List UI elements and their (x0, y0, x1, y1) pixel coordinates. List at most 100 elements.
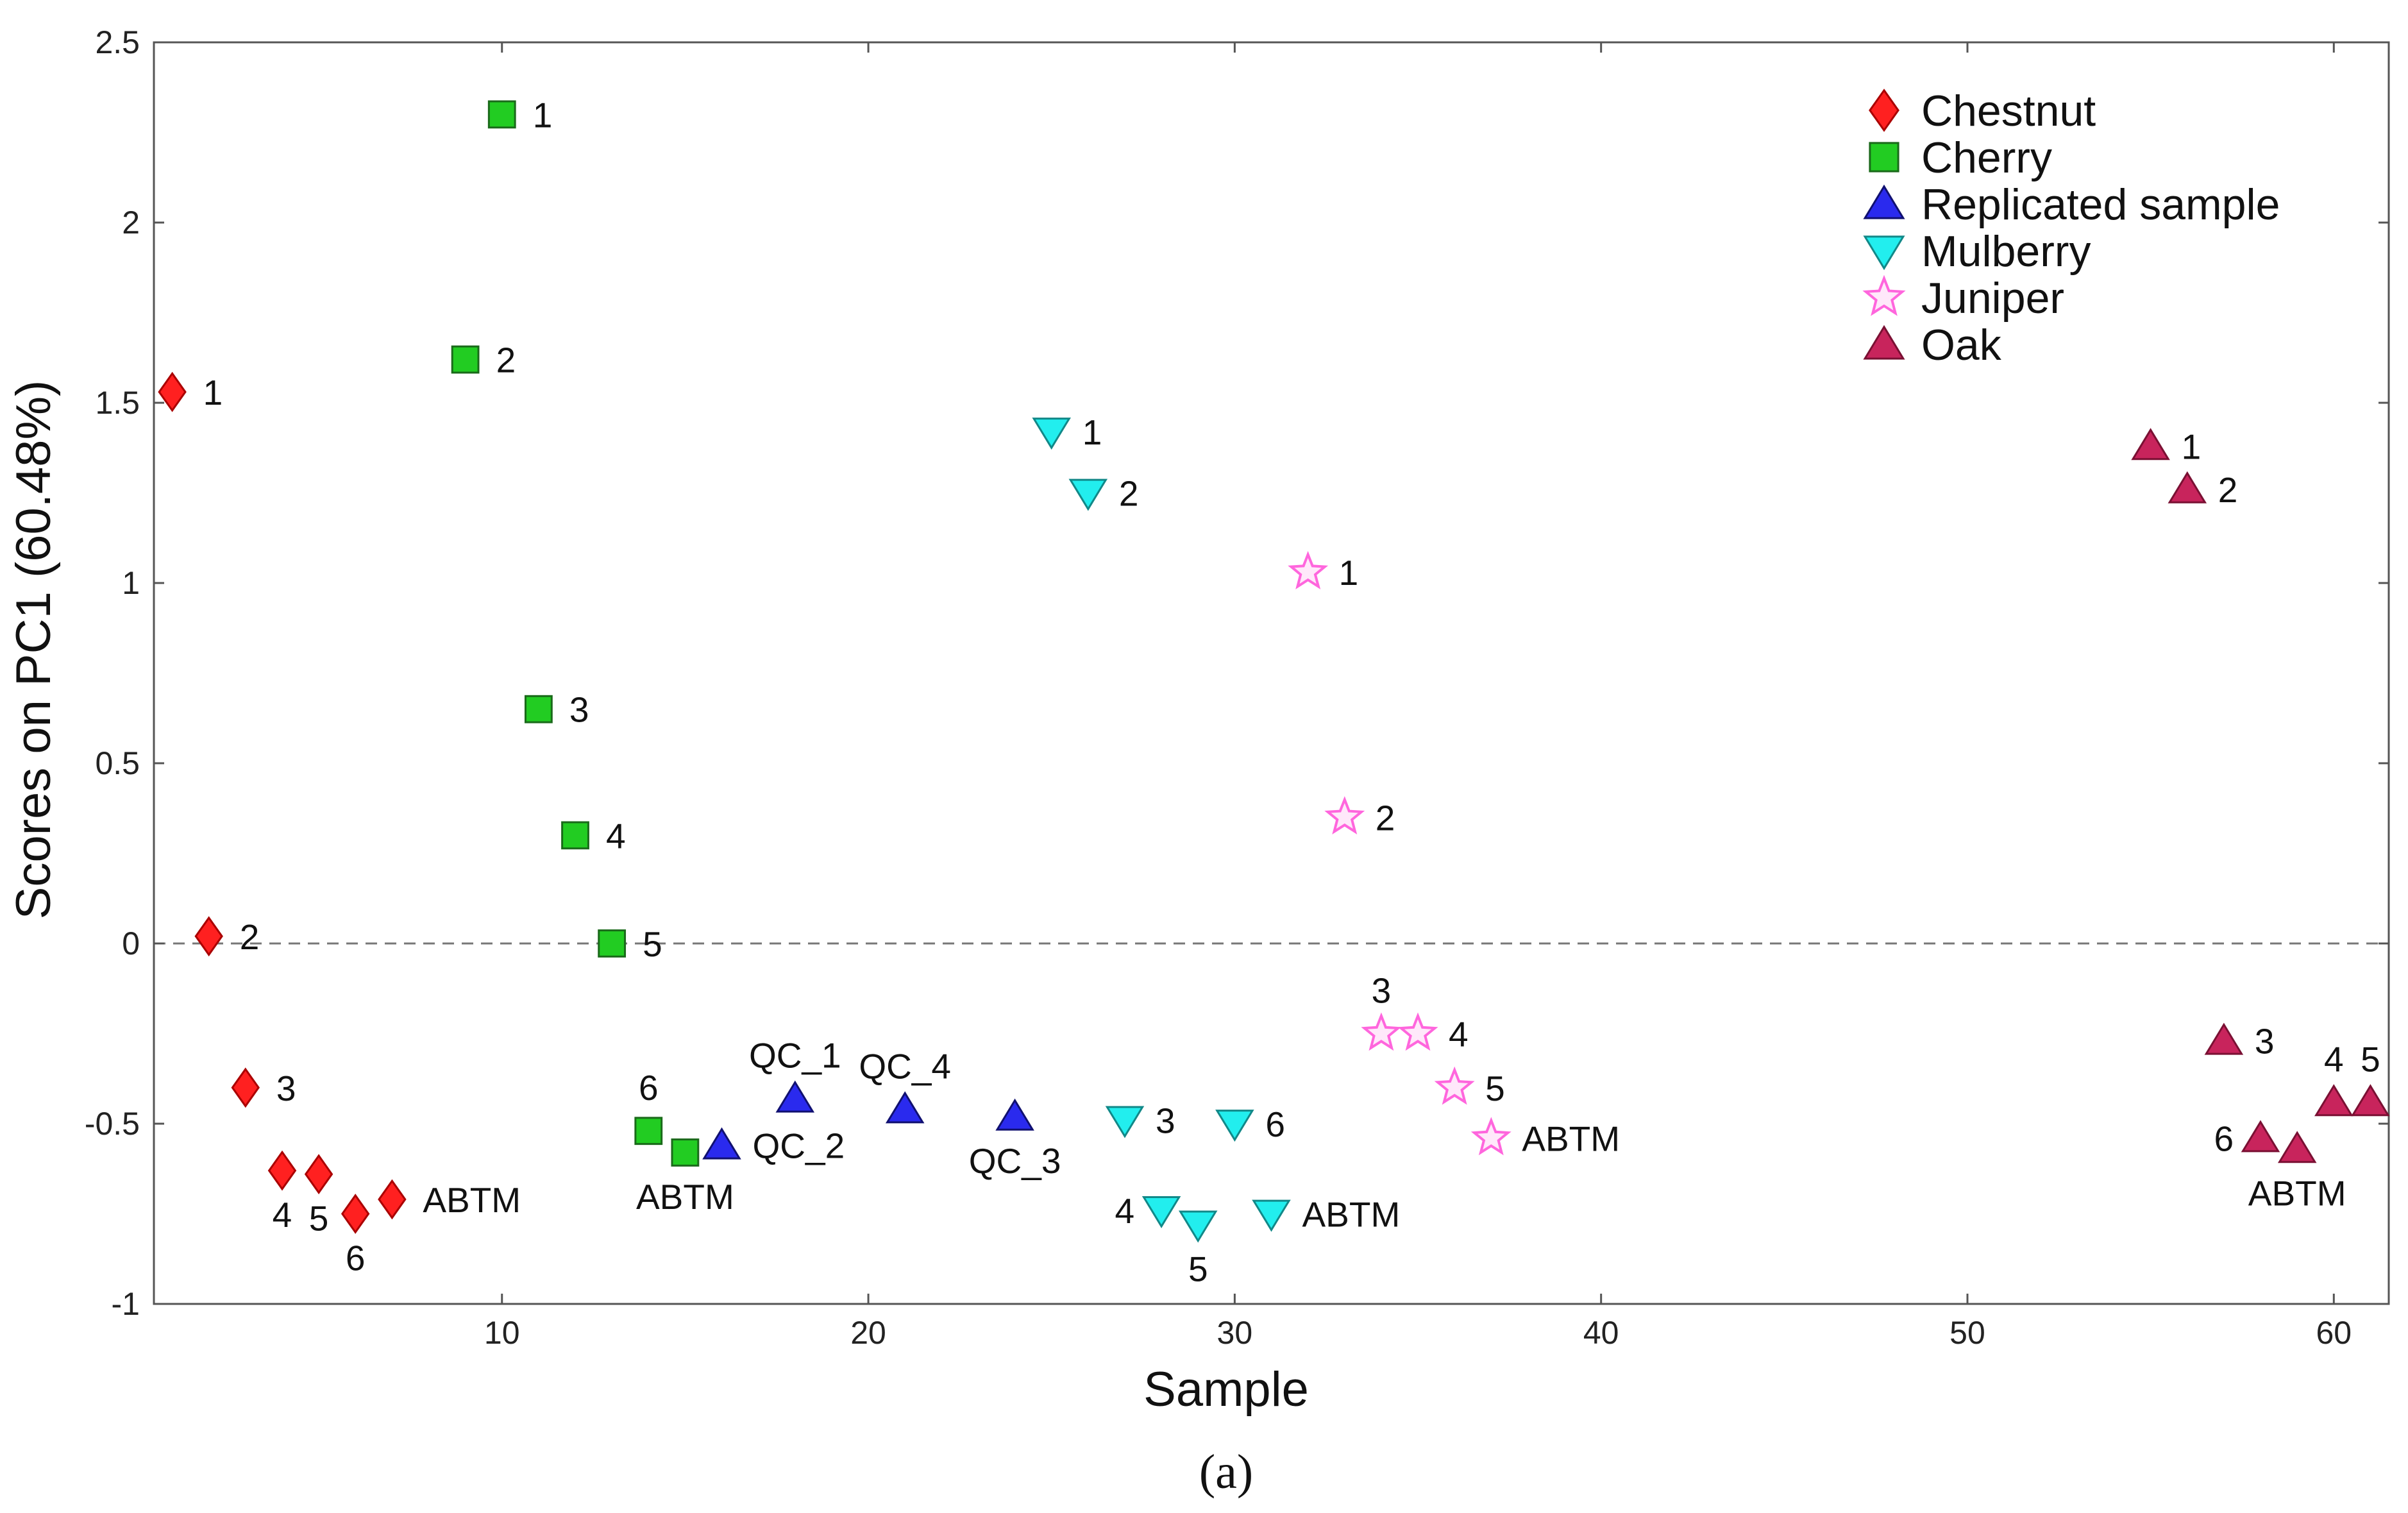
x-tick-label: 40 (1583, 1315, 1619, 1351)
marker-oak (2351, 1084, 2390, 1117)
marker-oak (2277, 1131, 2317, 1163)
marker-replicated-sample (775, 1080, 815, 1113)
legend-marker (1863, 325, 1905, 360)
point-label: ABTM (423, 1180, 521, 1220)
legend-label: Chestnut (1921, 87, 2096, 135)
point-label: 2 (496, 341, 516, 380)
legend-label: Cherry (1921, 133, 2052, 182)
point-label: 3 (2255, 1022, 2275, 1061)
marker-chestnut (378, 1179, 407, 1220)
x-tick-label: 30 (1217, 1315, 1253, 1351)
x-tick-label: 20 (850, 1315, 886, 1351)
marker-mulberry (1032, 418, 1071, 450)
x-tick-label: 50 (1949, 1315, 1985, 1351)
data-points (158, 100, 2390, 1243)
legend-marker (1863, 184, 1905, 219)
marker-juniper (1470, 1117, 1511, 1156)
marker-chestnut (194, 916, 223, 957)
point-label: QC_2 (753, 1126, 845, 1166)
marker-oak (2241, 1120, 2280, 1153)
axes: -1 -0.5 0 0.5 1 1.5 2 2.5 10 20 30 40 50 60 (85, 24, 2390, 1351)
legend-marker (1863, 235, 1905, 271)
point-label: 5 (1485, 1069, 1505, 1108)
marker-mulberry (1105, 1106, 1145, 1138)
point-label: 5 (309, 1199, 329, 1238)
marker-mulberry (1215, 1110, 1254, 1142)
legend-marker (1869, 142, 1899, 173)
point-label: 1 (2182, 427, 2202, 466)
legend-label: Oak (1921, 321, 2002, 369)
marker-juniper (1288, 551, 1329, 589)
plot-frame (153, 41, 2390, 1305)
marker-juniper (1361, 1012, 1402, 1051)
marker-juniper (1397, 1012, 1438, 1051)
x-tick-label: 10 (484, 1315, 520, 1351)
legend-marker (1862, 275, 1906, 316)
point-label: 6 (1265, 1104, 1285, 1144)
point-label: 1 (533, 95, 553, 135)
legend-marker (1869, 89, 1899, 132)
point-label: 3 (1372, 971, 1392, 1011)
x-axis-title: Sample (1143, 1362, 1309, 1417)
legend-label: Juniper (1921, 274, 2064, 323)
y-tick-label: -1 (112, 1286, 140, 1322)
marker-cherry (487, 100, 516, 129)
point-label: 4 (2324, 1039, 2344, 1079)
marker-juniper (1434, 1066, 1475, 1105)
marker-chestnut (304, 1154, 333, 1195)
point-label: 4 (1449, 1015, 1469, 1054)
y-tick-label: 1.5 (95, 385, 140, 421)
point-label: 1 (1082, 412, 1102, 452)
point-label: 6 (639, 1068, 659, 1108)
point-label: ABTM (636, 1177, 734, 1217)
y-tick-label: 1 (122, 565, 140, 601)
y-tick-label: 2.5 (95, 24, 140, 60)
point-label: ABTM (1302, 1195, 1401, 1235)
marker-replicated-sample (702, 1127, 741, 1160)
marker-oak (2204, 1022, 2244, 1055)
point-label: 1 (1339, 553, 1359, 593)
y-tick-label: 0 (122, 926, 140, 961)
point-label: 4 (606, 816, 626, 856)
point-label: 2 (2218, 470, 2238, 510)
marker-oak (2314, 1084, 2353, 1117)
point-label: 2 (1119, 474, 1139, 514)
point-label: QC_1 (749, 1036, 841, 1076)
y-tick-label: 0.5 (95, 745, 140, 781)
marker-cherry (671, 1138, 700, 1167)
marker-replicated-sample (885, 1091, 925, 1124)
point-label: 3 (276, 1069, 296, 1108)
marker-cherry (451, 345, 480, 374)
marker-chestnut (158, 371, 187, 412)
point-label: 2 (240, 917, 260, 957)
point-label: 3 (1156, 1101, 1175, 1140)
marker-mulberry (1068, 478, 1108, 511)
figure-caption: (a) (1199, 1445, 1253, 1499)
y-tick-label: -0.5 (85, 1106, 140, 1142)
point-label: 5 (1188, 1249, 1208, 1289)
point-label: ABTM (2248, 1173, 2346, 1213)
marker-oak (2168, 471, 2207, 503)
marker-cherry (634, 1117, 663, 1145)
point-label: 6 (346, 1238, 366, 1278)
point-label: 3 (569, 690, 589, 730)
y-axis-title: Scores on PC1 (60.48%) (6, 380, 61, 920)
marker-cherry (524, 695, 553, 723)
marker-juniper (1324, 796, 1365, 835)
point-label: ABTM (1522, 1119, 1620, 1158)
marker-chestnut (341, 1194, 370, 1234)
point-label: 5 (2361, 1039, 2380, 1079)
marker-chestnut (267, 1150, 297, 1191)
point-label: 6 (2214, 1119, 2234, 1158)
point-label: 4 (273, 1195, 292, 1235)
point-label: QC_4 (859, 1047, 951, 1086)
y-tick-label: 2 (122, 205, 140, 241)
marker-mulberry (1178, 1210, 1218, 1243)
point-label: QC_3 (969, 1141, 1061, 1181)
point-label: 5 (643, 924, 662, 964)
point-label: 4 (1115, 1191, 1135, 1231)
marker-cherry (598, 929, 627, 958)
